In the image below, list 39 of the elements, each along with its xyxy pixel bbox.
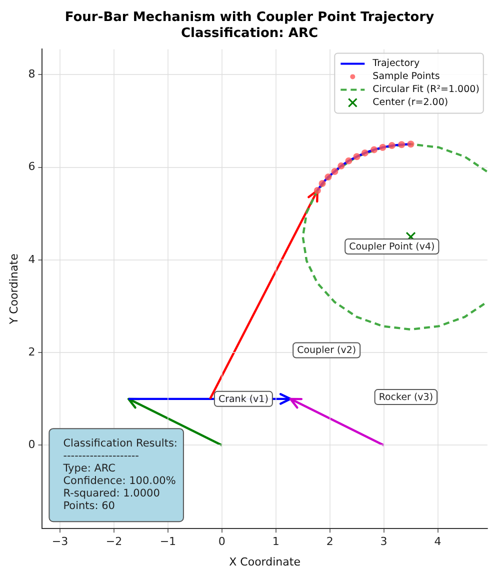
point	[379, 144, 386, 151]
annotation: Coupler (v2)	[297, 345, 356, 356]
point	[407, 140, 414, 148]
chart-subtitle: Classification: ARC	[180, 26, 318, 41]
annotation: Crank (v1)	[218, 394, 268, 405]
x-tick-label: 2	[326, 535, 334, 548]
x-tick-label: −3	[52, 535, 68, 548]
y-tick-label: 6	[28, 160, 36, 174]
chart-title: Four-Bar Mechanism with Coupler Point Trajectory	[64, 10, 435, 26]
x-tick-label: −2	[106, 535, 122, 548]
legend-label: Sample Points	[372, 71, 440, 82]
legend-label: Center (r=2.00)	[372, 97, 448, 108]
point	[345, 157, 352, 164]
point	[353, 153, 360, 160]
annotation: Rocker (v3)	[378, 392, 434, 404]
x-tick-label: 0	[218, 535, 226, 548]
legend-label: Trajectory	[372, 58, 420, 70]
annotation: Classification Results: -------------------- Type: ARC Confidence: 100.00% R-squared: 1.0000 Points: 60	[62, 438, 178, 512]
x-tick-label: 4	[434, 535, 442, 548]
point	[398, 141, 406, 148]
x-tick-label: 3	[380, 535, 388, 548]
point	[324, 174, 332, 181]
point	[388, 142, 396, 150]
point	[361, 149, 368, 156]
point	[338, 162, 345, 170]
point	[314, 186, 321, 194]
y-tick-label: 0	[28, 438, 36, 452]
annotation: Coupler Point (v4)	[349, 241, 435, 252]
point	[318, 180, 326, 188]
y-tick-label: 8	[28, 68, 36, 81]
point	[331, 168, 338, 175]
y-tick-label: 2	[28, 345, 36, 358]
x-tick-label: −1	[160, 535, 176, 548]
y-tick-label: 4	[28, 252, 36, 266]
y-axis-title: Y Coordinate	[7, 253, 20, 326]
x-tick-label: 1	[272, 535, 280, 548]
legend-label: Circular Fit (R²=1.000)	[372, 84, 480, 96]
x-axis-title: X Coordinate	[229, 555, 301, 568]
point	[370, 146, 378, 154]
